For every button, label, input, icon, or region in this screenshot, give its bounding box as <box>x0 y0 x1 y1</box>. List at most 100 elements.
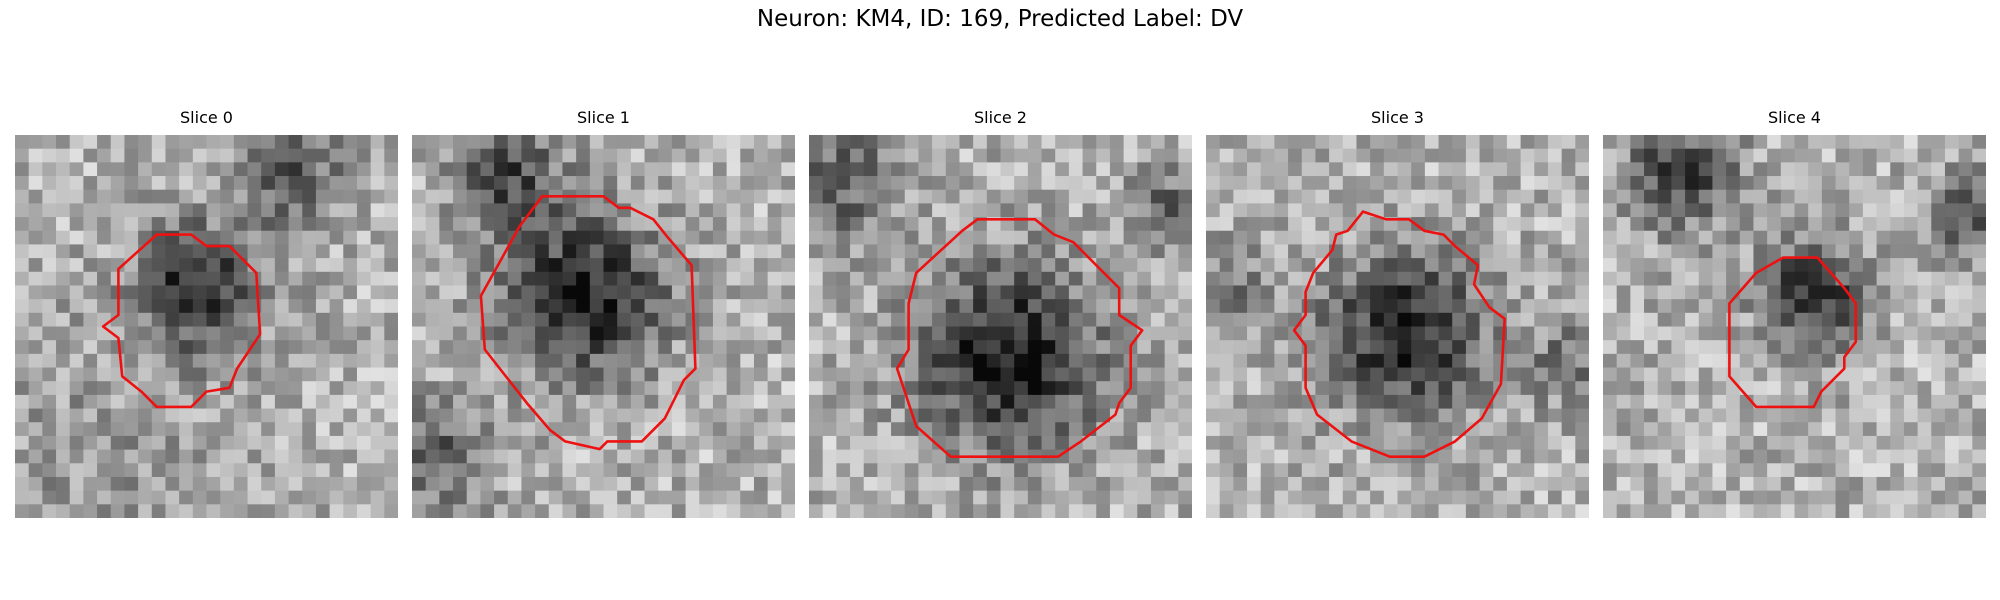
pixel <box>453 189 468 204</box>
pixel <box>1260 340 1275 355</box>
pixel <box>384 326 398 341</box>
pixel <box>1452 394 1467 410</box>
pixel <box>412 435 427 451</box>
pixel <box>206 435 221 451</box>
pixel <box>658 490 673 505</box>
pixel <box>1698 230 1714 246</box>
pixel <box>315 162 331 177</box>
pixel <box>535 449 550 464</box>
pixel <box>822 189 837 204</box>
pixel <box>466 394 481 410</box>
pixel <box>1096 244 1111 259</box>
pixel <box>138 435 153 451</box>
pixel <box>1917 394 1932 410</box>
pixel <box>206 490 221 505</box>
pixel <box>288 189 303 204</box>
pixel <box>439 176 454 191</box>
pixel <box>1027 422 1043 437</box>
pixel <box>658 340 673 355</box>
pixel <box>83 244 98 259</box>
pixel <box>220 408 235 423</box>
pixel <box>165 148 180 163</box>
pixel <box>1616 504 1631 518</box>
pixel <box>494 189 509 204</box>
pixel <box>877 189 892 204</box>
pixel <box>589 176 605 191</box>
pixel <box>521 135 536 150</box>
pixel <box>1178 326 1192 341</box>
pixel <box>1041 299 1056 314</box>
pixel <box>1479 203 1494 218</box>
pixel <box>1794 408 1809 423</box>
pixel <box>343 299 358 314</box>
pixel <box>1506 381 1522 396</box>
pixel <box>603 422 618 437</box>
pixel <box>1315 176 1330 191</box>
pixel <box>1164 367 1179 382</box>
pixel <box>302 230 317 246</box>
pixel <box>767 476 782 492</box>
pixel <box>1123 394 1138 410</box>
pixel <box>1931 381 1946 396</box>
pixel <box>1424 258 1440 273</box>
pixel <box>1903 435 1919 451</box>
pixel <box>439 203 454 218</box>
pixel <box>1027 394 1043 410</box>
pixel <box>69 435 84 451</box>
pixel <box>356 476 372 492</box>
pixel <box>685 408 700 423</box>
pixel <box>521 381 536 396</box>
pixel <box>658 203 673 218</box>
pixel <box>1520 326 1535 341</box>
pixel <box>28 135 43 150</box>
pixel <box>1603 340 1618 355</box>
pixel <box>288 340 303 355</box>
pixel <box>767 367 782 382</box>
pixel <box>28 463 43 478</box>
pixel <box>69 504 84 518</box>
pixel <box>576 217 591 232</box>
pixel <box>247 504 262 518</box>
pixel <box>247 422 262 437</box>
pixel <box>1616 176 1631 191</box>
pixel <box>809 381 824 396</box>
pixel <box>726 271 741 287</box>
pixel <box>480 408 495 423</box>
pixel <box>603 299 618 314</box>
pixel <box>603 162 618 177</box>
pixel <box>1780 476 1796 492</box>
pixel <box>1862 203 1878 218</box>
pixel <box>28 476 43 492</box>
pixel <box>1274 367 1289 382</box>
pixel <box>453 490 468 505</box>
pixel <box>1000 271 1015 287</box>
pixel <box>644 244 659 259</box>
pixel <box>15 367 30 382</box>
pixel <box>1274 326 1289 341</box>
pixel <box>535 422 550 437</box>
pixel <box>83 408 98 423</box>
pixel <box>1561 176 1576 191</box>
pixel <box>288 176 303 191</box>
pixel <box>1233 490 1248 505</box>
pixel <box>904 217 920 232</box>
pixel <box>1315 244 1330 259</box>
pixel <box>1493 422 1508 437</box>
pixel <box>1206 244 1221 259</box>
pixel <box>877 176 892 191</box>
pixel <box>1808 148 1823 163</box>
pixel <box>767 326 782 341</box>
pixel <box>644 203 659 218</box>
pixel <box>891 490 906 505</box>
pixel <box>945 422 961 437</box>
pixel <box>740 435 755 451</box>
pixel <box>1370 312 1385 328</box>
pixel <box>1630 340 1645 355</box>
pixel <box>1575 135 1589 150</box>
pixel <box>1493 271 1508 287</box>
pixel <box>1808 476 1823 492</box>
pixel <box>247 463 262 478</box>
pixel <box>918 299 933 314</box>
pixel <box>97 504 112 518</box>
pixel <box>439 271 454 287</box>
